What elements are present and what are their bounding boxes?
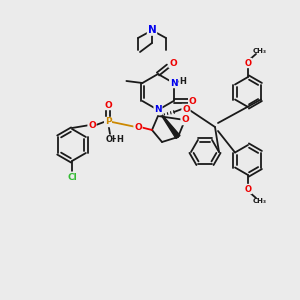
Text: O: O: [104, 100, 112, 109]
Text: P: P: [105, 118, 111, 127]
Text: O: O: [182, 104, 190, 113]
Text: O: O: [189, 97, 196, 106]
Text: N: N: [170, 79, 177, 88]
Text: O: O: [244, 58, 251, 68]
Text: CH₃: CH₃: [253, 198, 267, 204]
Text: H: H: [117, 136, 123, 145]
Text: N: N: [148, 25, 156, 35]
Text: O: O: [134, 122, 142, 131]
Text: OH: OH: [106, 136, 120, 145]
Text: O: O: [181, 116, 189, 124]
Text: H: H: [179, 76, 186, 85]
Polygon shape: [158, 110, 180, 139]
Text: O: O: [244, 184, 251, 194]
Text: Cl: Cl: [67, 172, 77, 182]
Text: O: O: [169, 58, 177, 68]
Text: CH₃: CH₃: [253, 48, 267, 54]
Text: O: O: [88, 121, 96, 130]
Text: N: N: [154, 106, 162, 115]
